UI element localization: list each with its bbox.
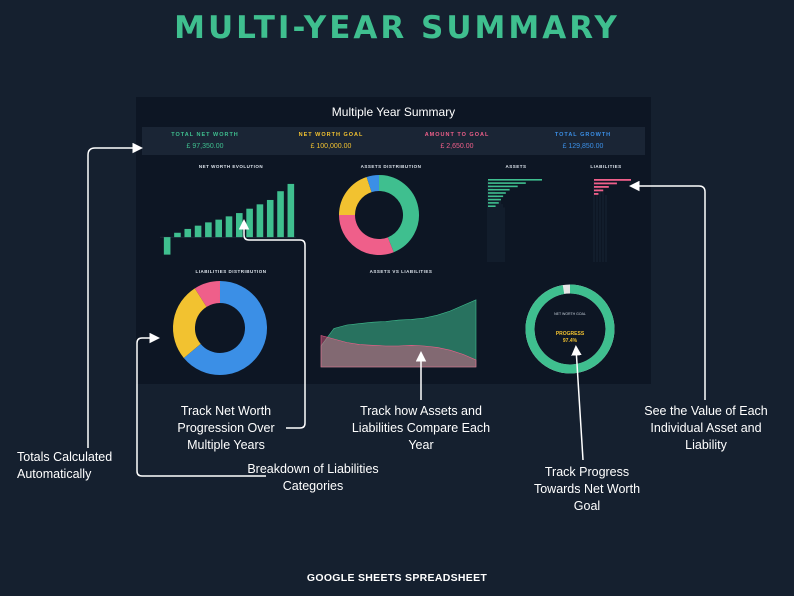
net-worth-bar [163,237,171,255]
kpi-value: £ 129,850.00 [562,143,604,150]
kpi-amount-to-goal: AMOUNT TO GOAL £ 2,650.00 [394,127,520,150]
kpi-label: TOTAL GROWTH [554,132,612,138]
kpi-value: £ 2,650.00 [440,143,474,150]
arrow-totals [87,142,143,448]
net-worth-bar [225,216,233,238]
progress-caption: NET WORTH GOAL [554,312,586,316]
kpi-total-net-worth: TOTAL NET WORTH £ 97,350.00 [142,127,268,150]
net-worth-bar [246,208,253,238]
kpi-label: NET WORTH GOAL [298,132,364,138]
kpi-label: TOTAL NET WORTH [171,132,239,138]
footer-label: GOOGLE SHEETS SPREADSHEET [306,572,488,584]
arrow-values [629,180,706,400]
liabilities-area [320,335,477,368]
liability-bar [594,182,617,185]
asset-bar [488,202,499,204]
net-worth-bar [256,204,264,238]
arrow-liabilities [136,332,266,477]
liabilities-distribution-chart [173,281,267,375]
panel-title-liabilities-distribution: LIABILITIES DISTRIBUTION [195,269,267,274]
donut-slice [173,288,208,358]
liability-bar [594,186,609,188]
asset-bar [488,192,506,194]
net-worth-bar [266,199,274,238]
assets-bar-chart [487,179,542,262]
dashboard-screenshot: Multiple Year Summary TOTAL NET WORTH £ … [136,97,651,384]
kpi-label: AMOUNT TO GOAL [424,132,490,138]
progress-label: PROGRESS [556,331,585,337]
donut-slice [194,281,221,308]
asset-bar [488,179,542,181]
panel-title-assets-distribution: ASSETS DISTRIBUTION [360,164,422,169]
assets-distribution-chart [339,175,419,255]
arrow-net-worth [238,219,306,429]
net-worth-bar [184,228,192,238]
arrow-progress [571,345,584,461]
callout-liabilities: Breakdown of Liabilities Categories [247,462,379,493]
callout-values: See the Value of Each Individual Asset a… [644,404,768,452]
callout-progress: Track Progress Towards Net Worth Goal [533,465,641,513]
net-worth-bar [205,222,212,238]
donut-slice [366,175,380,193]
net-worth-bar [215,219,222,238]
donut-slice [183,281,267,375]
dashboard-charts: NET WORTH GOAL PROGRESS 97.4% [160,175,631,375]
net-worth-bar [277,191,284,238]
donut-slice [378,175,419,253]
panel-title-net-worth-evolution: NET WORTH EVOLUTION [198,164,264,169]
asset-bar [488,205,496,207]
dashboard-title: Multiple Year Summary [331,105,456,119]
progress-donut: NET WORTH GOAL PROGRESS 97.4% [525,284,615,374]
kpi-value: £ 97,350.00 [186,143,224,150]
net-worth-bar [194,225,202,238]
asset-bar [488,195,504,198]
liabilities-bar-chart [593,179,631,262]
liability-bar [594,193,599,195]
panel-title-liabilities: LIABILITIES [590,164,622,169]
asset-bar [488,185,518,188]
callout-compare: Track how Assets and Liabilities Compare… [351,404,491,452]
progress-value: 97.4% [563,338,578,344]
asset-bar [488,182,526,184]
page-title: MULTI-YEAR SUMMARY [174,10,620,46]
liability-bar [594,179,631,181]
kpi-strip: TOTAL NET WORTH £ 97,350.00 NET WORTH GO… [142,127,645,155]
kpi-total-growth: TOTAL GROWTH £ 129,850.00 [520,127,646,150]
net-worth-bar [174,232,181,238]
asset-bar [488,198,501,201]
liability-bar [594,189,604,192]
donut-slice [339,214,394,255]
asset-bar [488,188,510,191]
panel-title-assets-vs-liabilities: ASSETS VS LIABILITIES [369,269,433,274]
callout-totals: Totals Calculated Automatically [17,450,113,481]
net-worth-bar [287,183,295,238]
kpi-net-worth-goal: NET WORTH GOAL £ 100,000.00 [268,127,394,150]
assets-area [320,299,477,368]
progress-arc [525,284,615,374]
donut-slice [339,176,373,216]
kpi-value: £ 100,000.00 [310,143,352,150]
callout-net-worth: Track Net Worth Progression Over Multipl… [177,404,275,452]
panel-title-assets: ASSETS [505,164,527,169]
assets-vs-liabilities-chart [320,299,477,368]
